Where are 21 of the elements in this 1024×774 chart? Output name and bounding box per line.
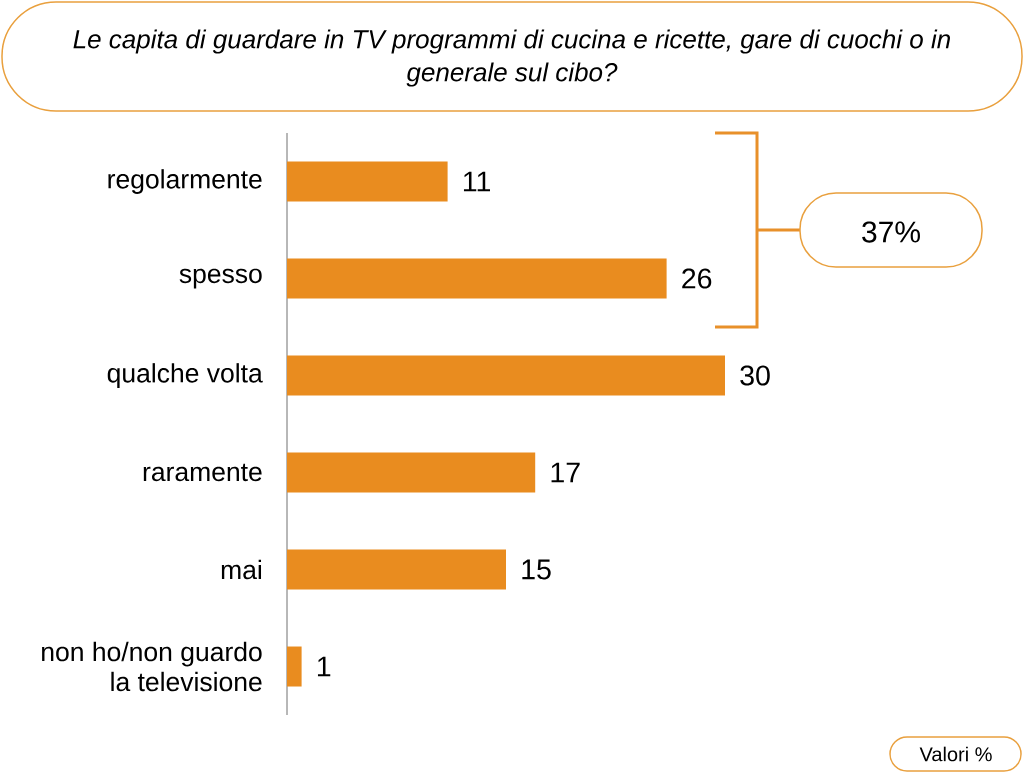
data-label: 30: [740, 365, 770, 386]
data-label: 17: [551, 462, 580, 483]
y-tick-label: mai: [221, 559, 262, 580]
bar: [287, 258, 667, 299]
y-tick-label: spesso: [179, 268, 262, 289]
text: Valori %: [919, 746, 992, 762]
y-tick-label: non ho/non guardo la televisione: [42, 641, 262, 692]
text: 37%: [862, 221, 920, 243]
data-label: 1: [317, 656, 331, 677]
bar: [287, 549, 507, 590]
bar: [287, 161, 448, 202]
data-label: 11: [463, 171, 490, 192]
data-label: 26: [682, 268, 712, 289]
bar: [287, 452, 536, 493]
bar: [287, 355, 725, 396]
bar: [287, 646, 302, 687]
y-tick-label: raramente: [143, 463, 262, 482]
y-tick-label: regolarmente: [108, 169, 262, 194]
data-label: 15: [522, 559, 551, 580]
y-tick-label: qualche volta: [107, 363, 263, 388]
chart-title: Le capita di guardare in TV programmi di cucina e ricette, gare di cuochi o in generale sul cibo?: [73, 29, 950, 87]
